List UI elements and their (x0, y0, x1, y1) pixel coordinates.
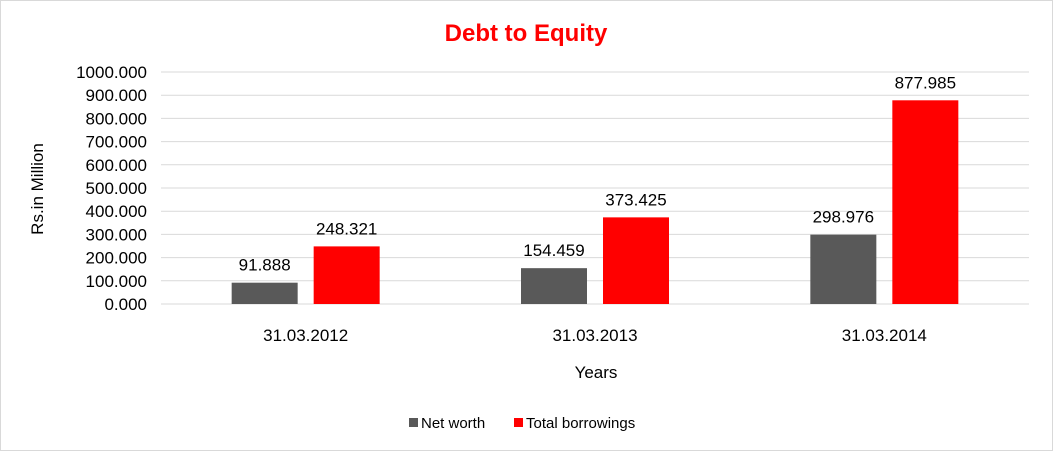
data-label: 877.985 (895, 73, 956, 92)
x-tick-label: 31.03.2012 (263, 326, 348, 345)
bar-total-borrowings (603, 217, 669, 304)
bars (231, 100, 959, 304)
bar-total-borrowings (892, 100, 959, 304)
x-tick-label: 31.03.2014 (842, 326, 927, 345)
data-label: 91.888 (239, 256, 291, 275)
y-tick-label: 200.000 (86, 249, 147, 268)
y-tick-label: 900.000 (86, 86, 147, 105)
y-tick-label: 300.000 (86, 225, 147, 244)
bar-net-worth (810, 234, 877, 304)
y-tick-label: 500.000 (86, 179, 147, 198)
x-axis-ticks: 31.03.2012 31.03.2013 31.03.2014 (263, 326, 927, 345)
y-tick-label: 100.000 (86, 272, 147, 291)
data-label: 373.425 (605, 190, 666, 209)
y-tick-label: 600.000 (86, 156, 147, 175)
data-label: 154.459 (523, 241, 584, 260)
bar-net-worth (521, 268, 587, 304)
data-label: 248.321 (316, 219, 377, 238)
legend-swatch (409, 418, 418, 427)
legend-swatch (514, 418, 523, 427)
y-tick-label: 1000.000 (76, 63, 147, 82)
y-tick-label: 700.000 (86, 133, 147, 152)
legend: Net worth Total borrowings (409, 415, 635, 432)
data-labels: 91.888 248.321 154.459 373.425 298.976 877.98… (239, 73, 956, 274)
x-tick-label: 31.03.2013 (552, 326, 637, 345)
legend-label: Total borrowings (526, 415, 635, 432)
y-tick-label: 0.000 (104, 295, 147, 314)
legend-label: Net worth (421, 415, 485, 432)
x-axis-title: Years (575, 363, 618, 382)
gridlines (161, 71, 1029, 305)
data-label: 298.976 (813, 208, 874, 227)
y-tick-label: 400.000 (86, 202, 147, 221)
y-tick-label: 800.000 (86, 109, 147, 128)
y-axis-title: Rs.in Million (28, 143, 47, 235)
bar-total-borrowings (313, 246, 380, 304)
y-axis-ticks: 0.000 100.000 200.000 300.000 400.000 500.000… (76, 63, 147, 314)
chart-title: Debt to Equity (445, 20, 608, 47)
bar-net-worth (231, 282, 298, 304)
